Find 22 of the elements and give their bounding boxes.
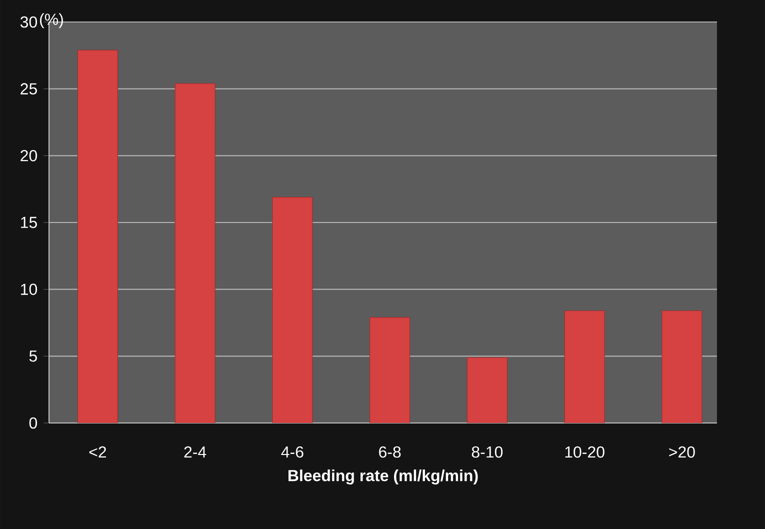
bar	[564, 310, 605, 423]
y-tick-label: 0	[29, 417, 38, 429]
bar	[466, 357, 508, 423]
y-tick-label: 15	[21, 216, 37, 228]
x-tick-label: 4-6	[281, 446, 304, 458]
x-tick-label: 2-4	[184, 446, 206, 458]
x-tick-label: >20	[669, 446, 695, 458]
bar	[662, 310, 702, 423]
y-tick-label: 10	[21, 284, 38, 295]
y-tick-label: 25	[20, 83, 37, 94]
x-tick-label: 8-10	[472, 446, 503, 458]
y-tick-label: 5	[29, 350, 37, 362]
y-tick-label: 20	[20, 150, 38, 162]
x-tick-label: 10-20	[565, 446, 604, 458]
bar	[174, 83, 216, 423]
bar	[272, 196, 313, 423]
bar	[370, 317, 410, 423]
x-axis-title: Bleeding rate (ml/kg/min)	[288, 470, 478, 484]
x-tick-label: 6-8	[379, 446, 401, 458]
x-tick-label: <2	[89, 446, 106, 458]
y-tick-label: 30	[20, 16, 38, 28]
bar	[77, 50, 118, 423]
